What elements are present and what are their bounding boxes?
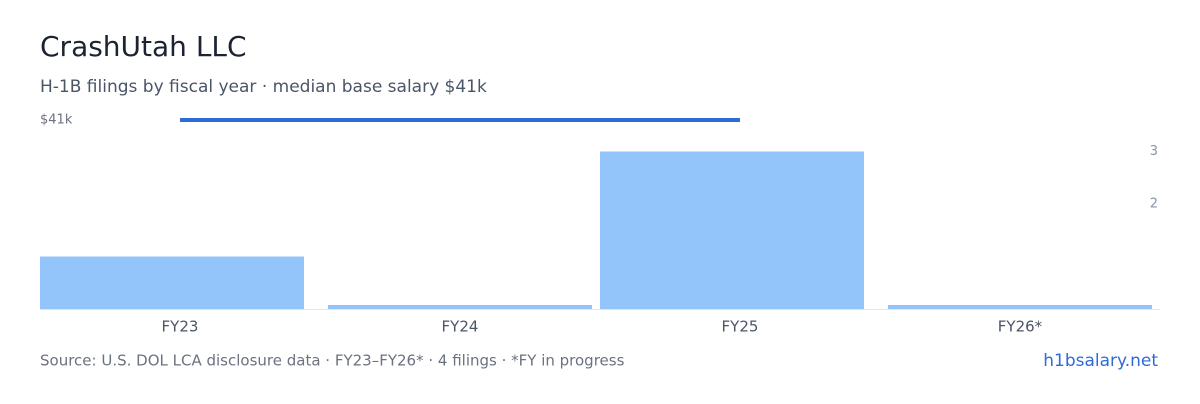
bar xyxy=(600,151,864,309)
x-tick-label: FY26* xyxy=(998,318,1043,336)
bar xyxy=(328,305,592,309)
y2-tick-label: 3 xyxy=(1150,144,1158,159)
x-tick-label: FY25 xyxy=(722,318,759,336)
x-tick-label: FY23 xyxy=(162,318,199,336)
y2-tick-label: 2 xyxy=(1150,197,1158,212)
source-note: Source: U.S. DOL LCA disclosure data · F… xyxy=(40,352,625,370)
chart-title: CrashUtah LLC xyxy=(40,30,247,63)
bar xyxy=(40,256,304,309)
site-link[interactable]: h1bsalary.net xyxy=(1043,351,1158,371)
x-tick-label: FY24 xyxy=(442,318,479,336)
y-tick-label: $41k xyxy=(40,113,73,128)
bar xyxy=(888,305,1152,309)
chart-subtitle: H-1B filings by fiscal year · median bas… xyxy=(40,77,487,97)
